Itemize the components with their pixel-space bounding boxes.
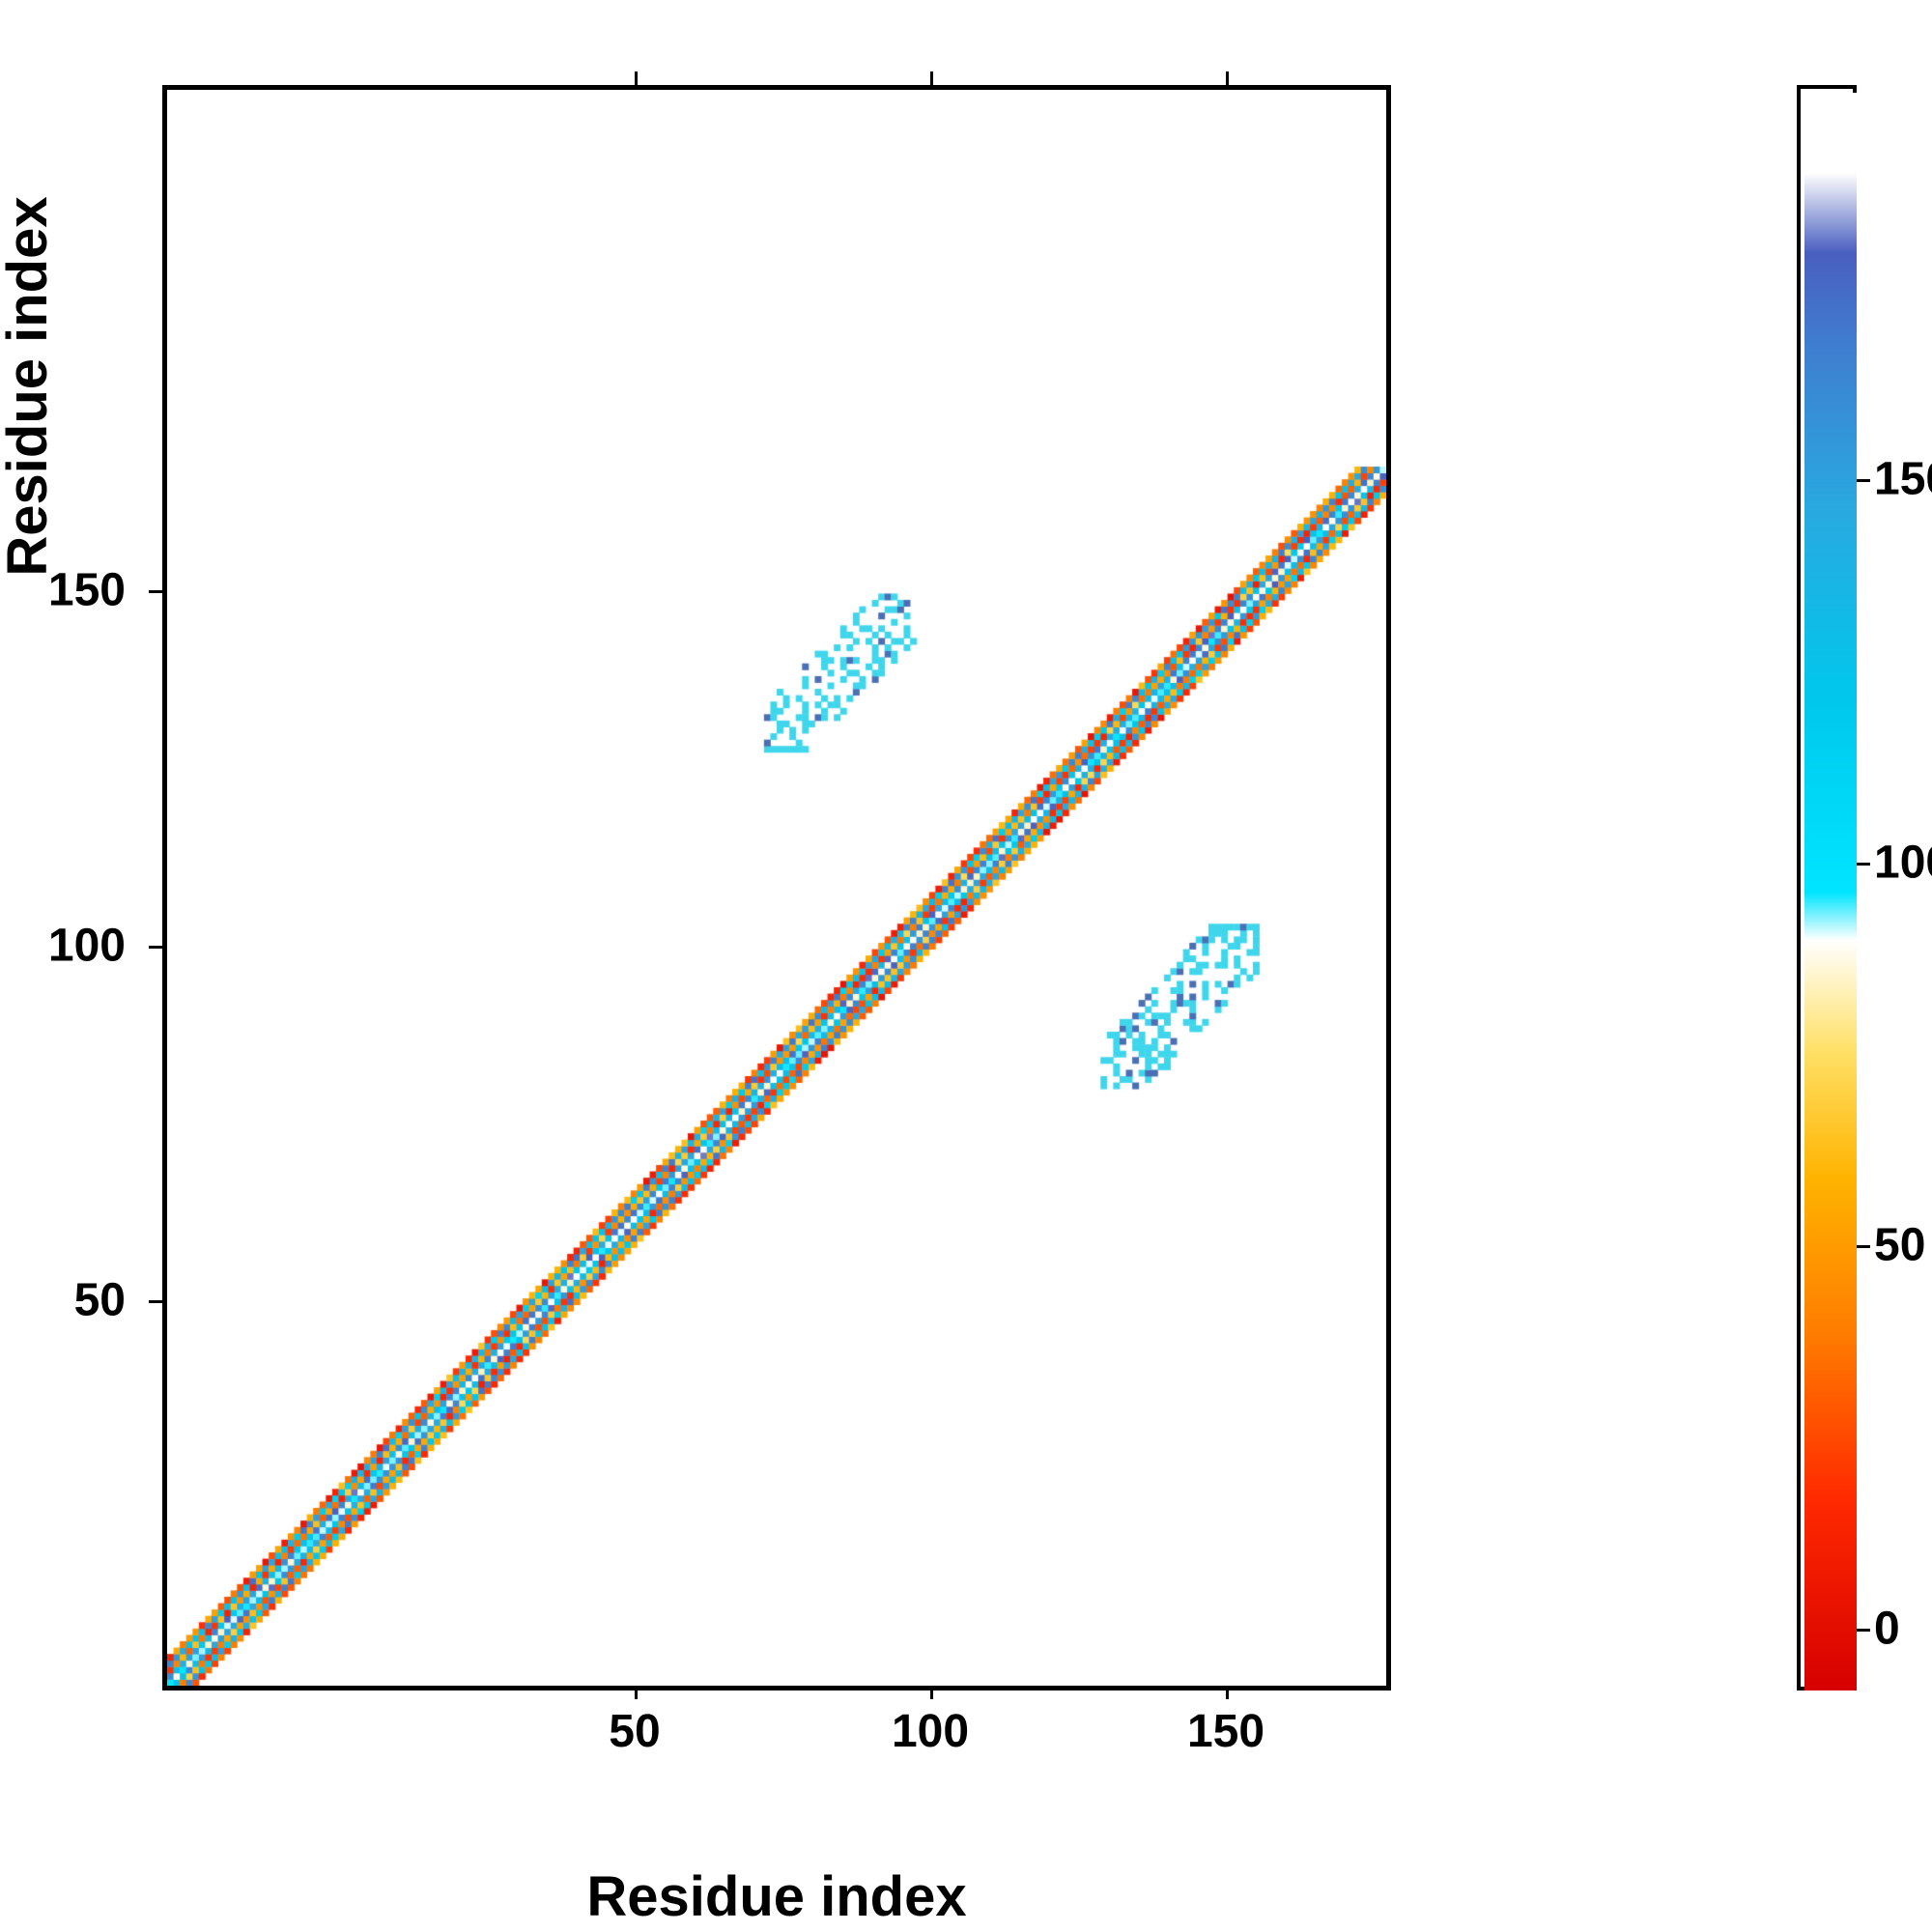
colorbar-tick-label: 50 (1874, 1219, 1925, 1272)
colorbar-tick-label: 150 (1874, 453, 1932, 506)
y-tick-mark (149, 946, 162, 949)
heatmap-canvas (167, 90, 1386, 1686)
x-tick-label: 50 (567, 1705, 702, 1758)
y-tick-mark (149, 590, 162, 593)
colorbar-border (1797, 85, 1857, 1690)
y-axis-title: Residue index (0, 0, 60, 869)
x-tick-mark-top (930, 71, 933, 85)
y-tick-label: 50 (19, 1274, 126, 1327)
x-tick-mark-top (635, 71, 638, 85)
contact-map-page: 50 100 150 50 100 150 Residue index Resi… (0, 0, 1932, 1932)
colorbar-tick (1857, 1245, 1870, 1248)
colorbar-canvas (1804, 93, 1857, 1690)
heatmap-plot-area (162, 85, 1391, 1690)
colorbar-tick-label: 0 (1874, 1603, 1900, 1656)
y-tick-label: 100 (19, 920, 126, 973)
x-tick-mark-top (1226, 71, 1229, 85)
x-tick-label: 150 (1158, 1705, 1293, 1758)
colorbar-tick (1857, 479, 1870, 482)
x-tick-label: 100 (863, 1705, 998, 1758)
y-tick-mark (149, 1300, 162, 1303)
x-axis-title: Residue index (162, 1864, 1391, 1929)
colorbar-tick (1857, 1629, 1870, 1632)
x-tick-mark (635, 1686, 638, 1699)
colorbar-tick (1857, 863, 1870, 866)
x-tick-mark (930, 1686, 933, 1699)
x-tick-mark (1226, 1686, 1229, 1699)
colorbar-tick-label: 100 (1874, 837, 1932, 890)
colorbar (1797, 85, 1857, 1690)
